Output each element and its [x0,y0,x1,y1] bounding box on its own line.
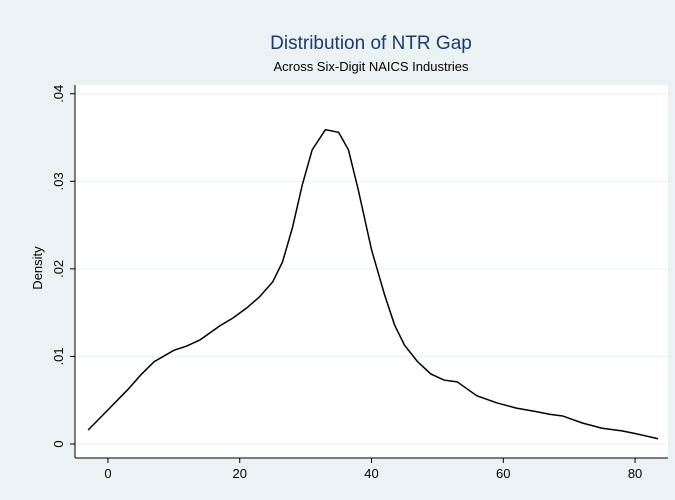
y-tick-label: .02 [51,260,66,278]
y-axis-label: Density [30,246,45,290]
x-tick-label: 80 [628,466,642,481]
x-tick-label: 20 [232,466,246,481]
density-line [87,128,659,440]
chart-subtitle: Across Six-Digit NAICS Industries [273,59,469,74]
y-tick-label: .04 [51,85,66,103]
x-tick-label: 0 [104,466,111,481]
x-tick-label: 40 [364,466,378,481]
plot-area [75,85,668,458]
y-tick-label: 0 [51,440,66,447]
y-tick-label: .01 [51,347,66,365]
chart-title: Distribution of NTR Gap [270,33,472,54]
x-tick-label: 60 [496,466,510,481]
y-tick-label: .03 [51,172,66,190]
